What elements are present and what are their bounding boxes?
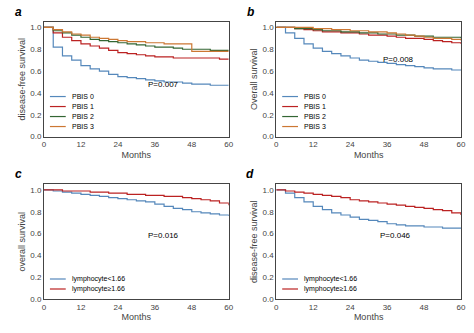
svg-text:PBIS 3: PBIS 3 — [304, 123, 326, 130]
svg-text:0.6: 0.6 — [263, 67, 275, 76]
svg-text:60: 60 — [457, 140, 466, 149]
svg-text:lymphocyte≥1.66: lymphocyte≥1.66 — [72, 285, 125, 293]
svg-text:Months: Months — [354, 150, 384, 160]
svg-text:12: 12 — [76, 140, 85, 149]
svg-text:Months: Months — [122, 312, 152, 322]
svg-text:0.8: 0.8 — [263, 208, 275, 217]
svg-text:0.4: 0.4 — [30, 251, 42, 260]
svg-text:b: b — [247, 5, 254, 19]
svg-text:0.6: 0.6 — [263, 229, 275, 238]
svg-text:0.8: 0.8 — [30, 45, 42, 54]
svg-text:0.8: 0.8 — [263, 45, 275, 54]
svg-text:PBIS 1: PBIS 1 — [304, 103, 326, 110]
svg-text:0.4: 0.4 — [30, 89, 42, 98]
svg-text:PBIS 2: PBIS 2 — [72, 113, 94, 120]
svg-text:1.0: 1.0 — [263, 186, 275, 195]
svg-text:24: 24 — [346, 303, 355, 312]
svg-text:48: 48 — [420, 303, 429, 312]
svg-text:1.0: 1.0 — [263, 23, 275, 32]
svg-text:0.2: 0.2 — [30, 111, 42, 120]
svg-text:0: 0 — [42, 140, 47, 149]
svg-text:PBIS 1: PBIS 1 — [72, 103, 94, 110]
svg-text:0.2: 0.2 — [263, 111, 275, 120]
svg-text:0.0: 0.0 — [263, 295, 275, 304]
svg-text:0.6: 0.6 — [30, 67, 42, 76]
svg-text:a: a — [15, 5, 22, 19]
svg-text:60: 60 — [224, 140, 233, 149]
svg-text:0.6: 0.6 — [30, 229, 42, 238]
svg-text:12: 12 — [76, 303, 85, 312]
svg-text:PBIS 0: PBIS 0 — [72, 93, 94, 100]
svg-text:24: 24 — [113, 303, 122, 312]
svg-text:0.0: 0.0 — [30, 132, 42, 141]
svg-text:0.4: 0.4 — [263, 89, 275, 98]
svg-text:24: 24 — [113, 140, 122, 149]
svg-text:36: 36 — [383, 140, 392, 149]
svg-text:60: 60 — [224, 303, 233, 312]
svg-text:0.2: 0.2 — [263, 273, 275, 282]
svg-text:48: 48 — [187, 140, 196, 149]
svg-text:Months: Months — [122, 150, 152, 160]
svg-text:Months: Months — [354, 312, 384, 322]
svg-text:PBIS 2: PBIS 2 — [304, 113, 326, 120]
svg-text:c: c — [15, 167, 22, 181]
svg-text:0.2: 0.2 — [30, 273, 42, 282]
svg-text:lymphocyte≥1.66: lymphocyte≥1.66 — [304, 285, 357, 293]
svg-text:0.4: 0.4 — [263, 251, 275, 260]
svg-text:1.0: 1.0 — [30, 186, 42, 195]
svg-text:48: 48 — [187, 303, 196, 312]
svg-text:0: 0 — [274, 140, 279, 149]
svg-text:P=0.046: P=0.046 — [380, 231, 411, 240]
svg-text:1.0: 1.0 — [30, 23, 42, 32]
svg-text:P=0.008: P=0.008 — [383, 55, 414, 64]
svg-text:PBIS 3: PBIS 3 — [72, 123, 94, 130]
svg-text:0: 0 — [42, 303, 47, 312]
svg-text:36: 36 — [150, 303, 159, 312]
svg-text:disease-free survival: disease-free survival — [17, 38, 27, 121]
svg-text:0.0: 0.0 — [263, 132, 275, 141]
svg-text:PBIS 0: PBIS 0 — [304, 93, 326, 100]
svg-text:lymphocyte<1.66: lymphocyte<1.66 — [72, 275, 125, 283]
svg-text:0.8: 0.8 — [30, 208, 42, 217]
svg-text:overall survival: overall survival — [17, 212, 27, 272]
svg-text:12: 12 — [309, 303, 318, 312]
svg-text:0: 0 — [274, 303, 279, 312]
svg-text:disease-free survival: disease-free survival — [249, 200, 259, 283]
svg-text:24: 24 — [346, 140, 355, 149]
svg-text:Overall survival: Overall survival — [249, 49, 259, 111]
svg-text:P=0.007: P=0.007 — [148, 80, 179, 89]
svg-text:lymphocyte<1.66: lymphocyte<1.66 — [304, 275, 357, 283]
svg-text:P=0.016: P=0.016 — [148, 231, 179, 240]
svg-text:0.0: 0.0 — [30, 295, 42, 304]
svg-text:48: 48 — [420, 140, 429, 149]
svg-text:60: 60 — [457, 303, 466, 312]
svg-text:36: 36 — [383, 303, 392, 312]
svg-text:12: 12 — [309, 140, 318, 149]
svg-text:d: d — [246, 167, 254, 181]
svg-text:36: 36 — [150, 140, 159, 149]
